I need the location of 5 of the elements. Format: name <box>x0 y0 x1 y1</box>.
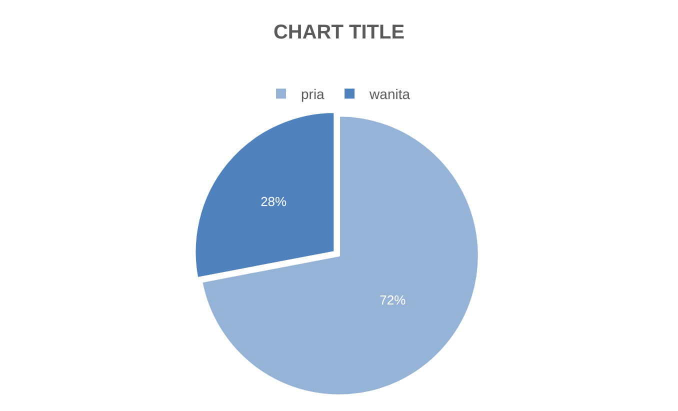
chart-title: CHART TITLE <box>273 22 405 44</box>
legend-label: wanita <box>368 86 410 102</box>
legend-label: pria <box>301 86 325 102</box>
data-label: 28% <box>260 194 288 210</box>
data-label: 72% <box>380 292 406 308</box>
